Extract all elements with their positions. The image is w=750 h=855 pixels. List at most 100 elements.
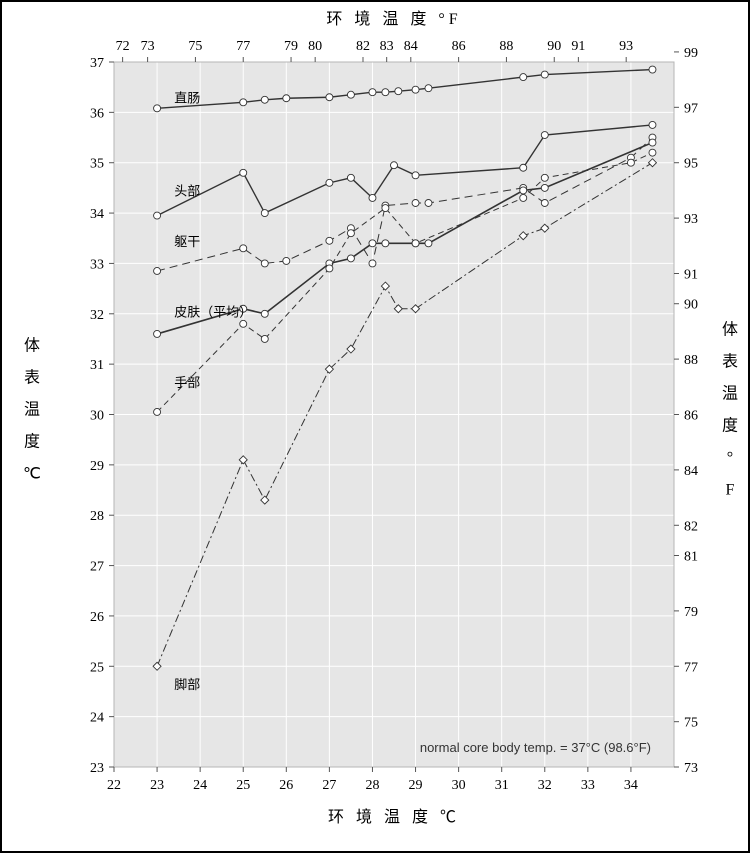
x-bottom-tick-label: 26 <box>279 778 293 793</box>
x-bottom-tick-label: 23 <box>150 778 164 793</box>
series-skin-avg-marker <box>520 187 527 194</box>
y-left-tick-label: 36 <box>90 106 104 121</box>
series-trunk-marker <box>425 200 432 207</box>
y-left-tick-label: 26 <box>90 610 104 625</box>
x-bottom-tick-label: 22 <box>107 778 121 793</box>
axis-title-right-char: ° <box>727 450 733 467</box>
series-rectal-marker <box>240 99 247 106</box>
series-skin-avg-marker <box>425 240 432 247</box>
series-rectal-marker <box>326 94 333 101</box>
series-hand-marker <box>649 149 656 156</box>
x-top-tick-label: 84 <box>404 39 418 54</box>
series-hand-marker <box>240 320 247 327</box>
series-head-marker <box>240 169 247 176</box>
series-skin-avg-marker <box>261 310 268 317</box>
series-rectal-marker <box>261 96 268 103</box>
chart-frame: 直肠头部躯干皮肤（平均）手部脚部222324252627282930313233… <box>0 0 750 853</box>
x-top-tick-label: 91 <box>571 39 585 54</box>
series-trunk-marker <box>154 267 161 274</box>
series-rectal-marker <box>283 95 290 102</box>
axis-title-right-char: 表 <box>722 353 738 371</box>
x-top-tick-label: 80 <box>308 39 322 54</box>
y-right-tick-label: 86 <box>684 409 698 424</box>
series-hand-marker <box>412 240 419 247</box>
y-right-tick-label: 99 <box>684 46 698 61</box>
y-right-tick-label: 88 <box>684 353 698 368</box>
series-trunk-marker <box>541 200 548 207</box>
series-rectal-marker <box>425 85 432 92</box>
y-left-tick-label: 27 <box>90 560 104 575</box>
x-top-tick-label: 82 <box>356 39 370 54</box>
series-head-label: 头部 <box>174 183 200 198</box>
series-rectal-marker <box>520 74 527 81</box>
series-rectal-marker <box>541 71 548 78</box>
y-left-tick-label: 33 <box>90 257 104 272</box>
y-left-tick-label: 37 <box>90 56 104 71</box>
series-head-marker <box>369 194 376 201</box>
series-head-marker <box>326 179 333 186</box>
x-top-tick-label: 93 <box>619 39 633 54</box>
series-foot-label: 脚部 <box>174 677 200 692</box>
x-bottom-tick-label: 30 <box>452 778 466 793</box>
series-hand-marker <box>627 159 634 166</box>
x-top-tick-label: 86 <box>452 39 466 54</box>
series-head-marker <box>649 121 656 128</box>
y-left-tick-label: 25 <box>90 660 104 675</box>
series-head-marker <box>520 164 527 171</box>
y-left-tick-label: 35 <box>90 157 104 172</box>
y-left-tick-label: 24 <box>90 711 104 726</box>
y-right-tick-label: 91 <box>684 268 698 283</box>
series-head-marker <box>541 132 548 139</box>
chart-svg: 直肠头部躯干皮肤（平均）手部脚部222324252627282930313233… <box>2 2 750 855</box>
series-trunk-marker <box>240 245 247 252</box>
series-skin-avg-marker <box>154 330 161 337</box>
series-head-marker <box>154 212 161 219</box>
x-bottom-tick-label: 32 <box>538 778 552 793</box>
axis-title-top: 环 境 温 度 °F <box>326 9 461 28</box>
y-left-tick-label: 23 <box>90 761 104 776</box>
x-bottom-tick-label: 33 <box>581 778 595 793</box>
axis-title-right-char: F <box>726 482 735 499</box>
series-skin-avg-marker <box>541 184 548 191</box>
series-skin-avg-marker <box>649 139 656 146</box>
x-top-tick-label: 83 <box>380 39 394 54</box>
series-head-marker <box>391 162 398 169</box>
series-head-marker <box>412 172 419 179</box>
series-rectal-marker <box>412 86 419 93</box>
axis-title-right-char: 体 <box>722 321 738 339</box>
series-rectal-marker <box>154 105 161 112</box>
x-top-tick-label: 77 <box>236 39 250 54</box>
series-skin-avg-label: 皮肤（平均） <box>174 304 252 319</box>
x-bottom-tick-label: 27 <box>322 778 336 793</box>
x-top-tick-label: 88 <box>499 39 513 54</box>
series-rectal-marker <box>347 91 354 98</box>
x-top-tick-label: 90 <box>547 39 561 54</box>
series-hand-marker <box>347 230 354 237</box>
x-top-tick-label: 79 <box>284 39 298 54</box>
series-trunk-marker <box>369 260 376 267</box>
x-top-tick-label: 72 <box>116 39 130 54</box>
series-rectal-marker <box>382 89 389 96</box>
axis-title-bottom: 环 境 温 度 ℃ <box>328 807 460 826</box>
y-left-tick-label: 32 <box>90 308 104 323</box>
y-right-tick-label: 81 <box>684 550 698 565</box>
y-right-tick-label: 97 <box>684 101 698 116</box>
series-trunk-label: 躯干 <box>174 234 200 249</box>
series-hand-label: 手部 <box>174 375 200 390</box>
series-skin-avg-marker <box>382 240 389 247</box>
x-top-tick-label: 73 <box>141 39 155 54</box>
x-bottom-tick-label: 24 <box>193 778 207 793</box>
series-rectal-marker <box>369 89 376 96</box>
series-head-marker <box>261 210 268 217</box>
axis-title-left-char: ℃ <box>23 466 41 483</box>
series-trunk-marker <box>326 237 333 244</box>
x-bottom-tick-label: 29 <box>409 778 423 793</box>
series-hand-marker <box>382 205 389 212</box>
series-hand-marker <box>261 335 268 342</box>
y-left-tick-label: 28 <box>90 509 104 524</box>
series-trunk-marker <box>412 200 419 207</box>
y-right-tick-label: 95 <box>684 157 698 172</box>
series-trunk-marker <box>283 257 290 264</box>
series-rectal-marker <box>395 88 402 95</box>
axis-title-left-char: 度 <box>24 433 40 451</box>
